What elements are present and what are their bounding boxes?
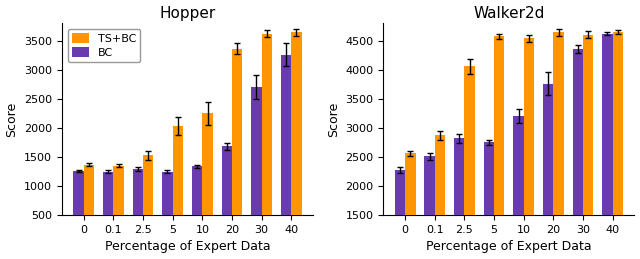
Bar — [602, 34, 612, 259]
Bar — [163, 171, 173, 244]
Title: Walker2d: Walker2d — [473, 5, 545, 20]
Legend: TS+BC, BC: TS+BC, BC — [67, 29, 140, 62]
Bar — [583, 35, 593, 259]
Bar — [424, 156, 435, 259]
Bar — [524, 38, 534, 259]
Bar — [291, 32, 301, 244]
Bar — [513, 116, 524, 259]
Bar — [484, 142, 494, 259]
Bar — [465, 66, 475, 259]
Title: Hopper: Hopper — [159, 5, 216, 20]
Bar — [262, 34, 272, 244]
Bar — [192, 166, 202, 244]
Bar — [395, 170, 405, 259]
Bar — [252, 87, 262, 244]
Bar — [113, 166, 124, 244]
Bar — [173, 126, 183, 244]
Bar — [281, 55, 291, 244]
Bar — [84, 164, 94, 244]
Bar — [543, 84, 554, 259]
Bar — [454, 138, 465, 259]
X-axis label: Percentage of Expert Data: Percentage of Expert Data — [105, 240, 270, 254]
Bar — [435, 135, 445, 259]
Y-axis label: Score: Score — [6, 102, 19, 137]
Bar — [143, 155, 154, 244]
Bar — [573, 49, 583, 259]
Bar — [494, 37, 504, 259]
X-axis label: Percentage of Expert Data: Percentage of Expert Data — [426, 240, 592, 254]
Bar — [232, 49, 243, 244]
Bar — [74, 171, 84, 244]
Bar — [554, 32, 564, 259]
Bar — [221, 147, 232, 244]
Bar — [612, 32, 623, 259]
Bar — [202, 113, 212, 244]
Bar — [132, 169, 143, 244]
Y-axis label: Score: Score — [327, 102, 340, 137]
Bar — [405, 154, 415, 259]
Bar — [103, 171, 113, 244]
